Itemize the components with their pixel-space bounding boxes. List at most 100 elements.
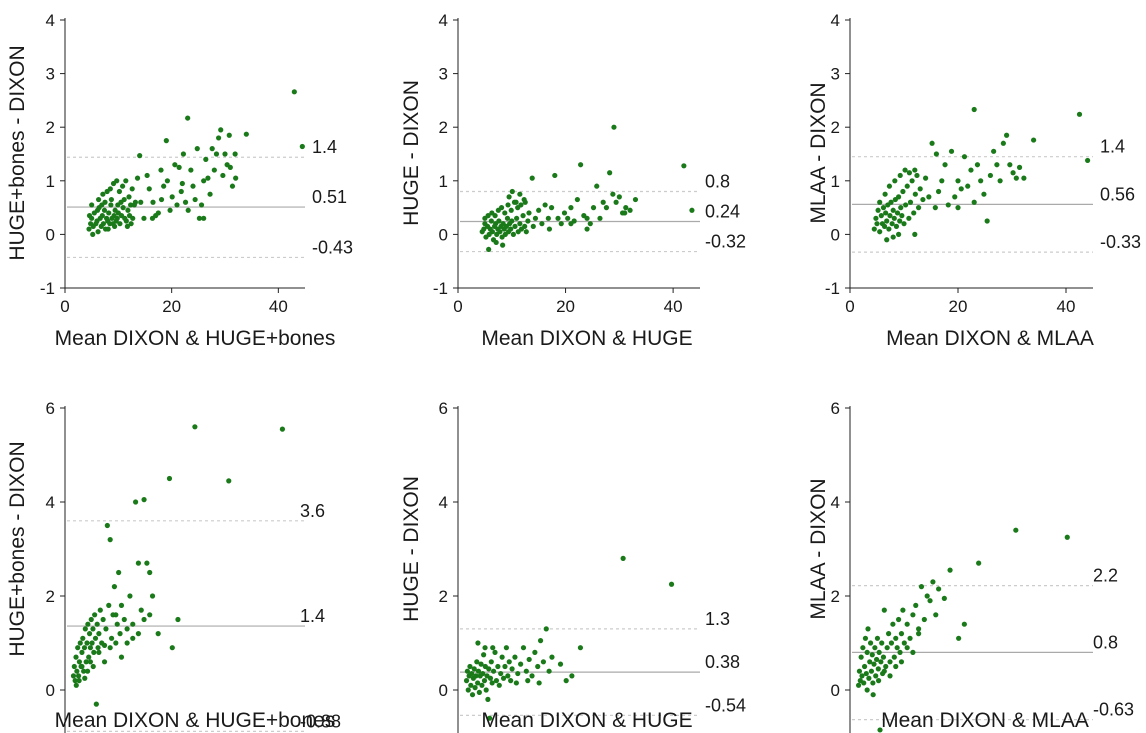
reference-line-label: 3.6 (300, 501, 325, 521)
data-point (93, 701, 99, 707)
data-point (568, 221, 574, 227)
data-point (539, 221, 545, 227)
data-point (906, 170, 913, 176)
data-point (158, 196, 165, 203)
data-point (893, 663, 899, 670)
x-axis-label: Mean DIXON & HUGE+bones (55, 327, 336, 350)
y-tick-label: 4 (439, 493, 448, 512)
y-tick-label: 2 (831, 118, 840, 137)
data-point (124, 223, 130, 229)
data-point (490, 668, 497, 674)
data-point (216, 135, 222, 141)
data-point (864, 649, 870, 656)
data-point (464, 668, 470, 674)
data-point (883, 663, 889, 670)
data-point (120, 183, 126, 189)
data-point (870, 680, 876, 686)
data-point (924, 593, 930, 599)
data-point (590, 205, 597, 211)
data-point (163, 138, 169, 144)
data-point (961, 621, 967, 627)
data-point (577, 645, 584, 651)
data-point (129, 186, 135, 192)
data-point (487, 715, 493, 721)
data-point (907, 635, 913, 641)
data-point (207, 191, 213, 197)
y-tick-label: 6 (46, 399, 55, 418)
data-point (92, 635, 99, 641)
data-point (894, 210, 901, 216)
data-point (904, 645, 910, 651)
data-point (1000, 140, 1006, 146)
data-point (532, 215, 539, 221)
data-point (597, 215, 603, 221)
reference-line-label: -0.54 (705, 695, 746, 715)
y-tick-label: 0 (831, 681, 840, 700)
data-point (623, 205, 629, 211)
y-tick-label: -1 (433, 279, 448, 298)
data-point (861, 680, 867, 686)
data-point (135, 560, 142, 566)
data-point (291, 89, 297, 95)
data-point (872, 645, 878, 651)
data-point (878, 659, 884, 665)
data-point (936, 586, 942, 592)
y-tick-label: 4 (46, 493, 55, 512)
data-point (75, 673, 82, 679)
data-point (681, 163, 687, 169)
data-point (948, 148, 955, 154)
data-point (886, 226, 892, 232)
data-point (529, 175, 535, 181)
data-point (1013, 175, 1019, 181)
data-point (203, 156, 209, 162)
data-point (95, 229, 101, 235)
data-point (968, 167, 974, 173)
x-tick-label: 0 (453, 297, 462, 316)
data-point (865, 626, 871, 632)
data-point (222, 151, 228, 157)
data-point (123, 218, 129, 224)
data-point (542, 202, 548, 208)
data-point (1031, 137, 1037, 143)
data-point (91, 649, 97, 656)
data-point (81, 668, 87, 674)
data-point (486, 666, 492, 672)
x-axis-label: Mean DIXON & HUGE+bones (55, 709, 336, 732)
data-point (469, 670, 475, 677)
data-point (522, 223, 528, 229)
data-point (76, 678, 82, 684)
data-point (103, 626, 109, 632)
y-tick-label: 4 (831, 493, 840, 512)
data-point (880, 654, 887, 660)
data-point (488, 218, 494, 224)
data-point (147, 569, 153, 576)
data-point (498, 205, 505, 211)
data-point (498, 670, 504, 677)
data-point (971, 106, 977, 113)
data-point (166, 475, 173, 482)
data-point (536, 207, 542, 213)
data-point (100, 191, 106, 197)
reference-line-label: 0.8 (1093, 632, 1118, 652)
data-point (108, 635, 115, 641)
data-point (910, 649, 916, 656)
data-point (912, 231, 918, 237)
data-point (112, 223, 118, 229)
reference-line-label: 0.38 (705, 652, 740, 672)
data-point (860, 645, 866, 651)
data-point (83, 659, 89, 665)
data-point (530, 223, 536, 229)
data-point (874, 221, 880, 227)
x-tick-label: 0 (845, 297, 854, 316)
data-point (871, 226, 877, 232)
data-point (506, 194, 512, 200)
data-point (892, 178, 898, 184)
reference-line-label: 0.8 (705, 172, 730, 192)
data-point (855, 682, 862, 688)
data-point (864, 687, 870, 693)
data-point (70, 673, 77, 679)
data-point (169, 194, 175, 200)
data-point (886, 183, 893, 189)
data-point (73, 654, 79, 660)
